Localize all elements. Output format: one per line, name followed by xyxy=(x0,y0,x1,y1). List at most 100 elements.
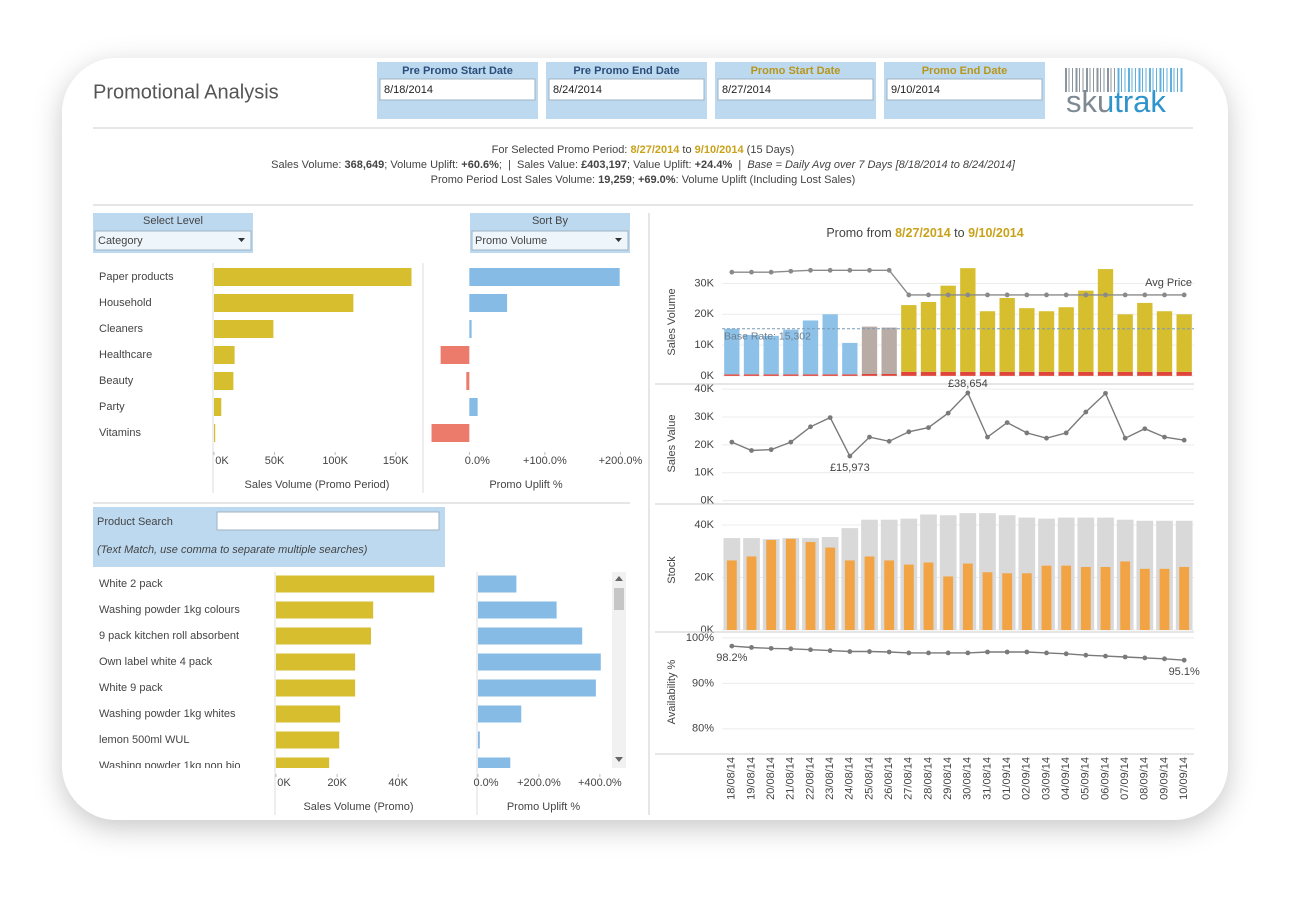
date-value: 8/27/2014 xyxy=(722,84,771,96)
point xyxy=(965,390,971,396)
summary-text: Base = Daily Avg over 7 Days [8/18/2014 … xyxy=(747,159,1015,171)
barcode-stripe xyxy=(1075,68,1078,92)
bar xyxy=(478,757,511,768)
summary-line: Sales Volume: 368,649; Volume Uplift: +6… xyxy=(271,159,1016,171)
point xyxy=(729,439,735,445)
point xyxy=(768,269,774,275)
base-rate-label: Base Rate: 15,302 xyxy=(724,331,811,343)
barcode-stripe xyxy=(1089,68,1091,92)
scroll-thumb[interactable] xyxy=(614,588,624,610)
dropdown[interactable] xyxy=(471,230,629,251)
x-axis-label: Promo Uplift % xyxy=(507,801,581,813)
bar xyxy=(469,398,478,416)
bar xyxy=(214,320,274,338)
series-label: Avg Price xyxy=(1145,277,1192,289)
summary-text: (15 Days) xyxy=(744,144,795,156)
point xyxy=(1024,292,1030,298)
bar xyxy=(822,374,838,376)
point xyxy=(1063,651,1069,657)
filter-label: Pre Promo End Date xyxy=(573,65,679,77)
bar xyxy=(743,374,760,376)
category-label: White 9 pack xyxy=(99,682,163,694)
barcode-stripe xyxy=(1138,68,1141,92)
scrollbar[interactable] xyxy=(612,572,626,768)
point xyxy=(926,650,931,656)
bar xyxy=(763,374,779,376)
barcode-stripe xyxy=(1068,68,1070,92)
bar xyxy=(214,398,222,416)
bar-chart xyxy=(431,268,620,442)
date-value: 8/18/2014 xyxy=(384,84,433,96)
point xyxy=(906,429,912,435)
bar xyxy=(923,562,934,630)
bar xyxy=(1137,302,1153,372)
dropdown[interactable] xyxy=(94,230,252,251)
point xyxy=(1004,420,1010,426)
x-tick-label: +200.0% xyxy=(517,777,561,789)
barcode-stripe xyxy=(1173,68,1175,92)
x-tick-label: 28/08/14 xyxy=(922,757,934,800)
barcode-stripe xyxy=(1093,68,1094,92)
y-tick-label: 0K xyxy=(701,495,715,507)
bar xyxy=(982,572,993,630)
bar xyxy=(805,542,816,630)
point xyxy=(965,650,971,656)
point xyxy=(867,434,872,440)
category-label: Washing powder 1kg non bio xyxy=(99,760,240,772)
bar xyxy=(785,538,796,630)
point xyxy=(729,643,735,649)
point xyxy=(906,650,912,656)
bar xyxy=(1019,371,1035,376)
y-tick-label: 30K xyxy=(694,277,714,289)
y-tick-label: 40K xyxy=(694,383,714,395)
category-label: 9 pack kitchen roll absorbent xyxy=(99,630,239,642)
summary-text: to xyxy=(679,144,694,156)
date-input[interactable] xyxy=(548,78,705,101)
barcode-stripe xyxy=(1072,68,1073,92)
category-label: Cleaners xyxy=(99,323,144,335)
x-tick-label: 02/09/14 xyxy=(1021,757,1033,800)
point xyxy=(1024,649,1030,655)
summary-text: 19,259 xyxy=(598,174,632,186)
summary-text: Sales Volume: xyxy=(271,159,344,171)
x-tick-label: 0K xyxy=(215,455,229,467)
bar xyxy=(1156,311,1173,372)
barcode-stripe xyxy=(1082,68,1084,92)
bar xyxy=(469,320,472,338)
bar xyxy=(1176,314,1192,372)
x-tick-label: 18/08/14 xyxy=(726,757,738,800)
date-input[interactable] xyxy=(717,78,874,101)
point xyxy=(965,292,971,298)
x-tick-label: +100.0% xyxy=(523,455,567,467)
barcode-stripe xyxy=(1103,68,1105,92)
bar xyxy=(979,311,996,372)
point xyxy=(768,645,774,651)
bar xyxy=(276,757,330,768)
x-tick-label: 20K xyxy=(327,777,347,789)
point xyxy=(788,439,794,445)
scroll-up[interactable] xyxy=(615,576,623,581)
line xyxy=(731,391,1185,458)
bar xyxy=(920,371,937,376)
point xyxy=(867,267,872,273)
x-tick-label: 26/08/14 xyxy=(883,757,895,800)
point xyxy=(1142,426,1148,432)
bar xyxy=(861,326,878,374)
point xyxy=(749,645,754,650)
bar xyxy=(469,294,508,312)
barcode-stripe xyxy=(1096,68,1099,92)
date-input[interactable] xyxy=(886,78,1043,101)
point xyxy=(1181,657,1187,663)
summary-line: Promo Period Lost Sales Volume: 19,259; … xyxy=(431,174,856,186)
date-value: 8/24/2014 xyxy=(553,84,602,96)
bar xyxy=(743,334,760,375)
x-tick-label: 01/09/14 xyxy=(1001,757,1013,800)
scroll-down[interactable] xyxy=(615,757,623,762)
barcode-stripe xyxy=(1086,68,1088,92)
line xyxy=(731,269,1185,296)
summary-line: For Selected Promo Period: 8/27/2014 to … xyxy=(492,144,795,156)
date-input[interactable] xyxy=(379,78,536,101)
search-input[interactable] xyxy=(216,511,440,531)
point xyxy=(945,292,951,298)
summary-text: ; Value Uplift: xyxy=(627,159,695,171)
